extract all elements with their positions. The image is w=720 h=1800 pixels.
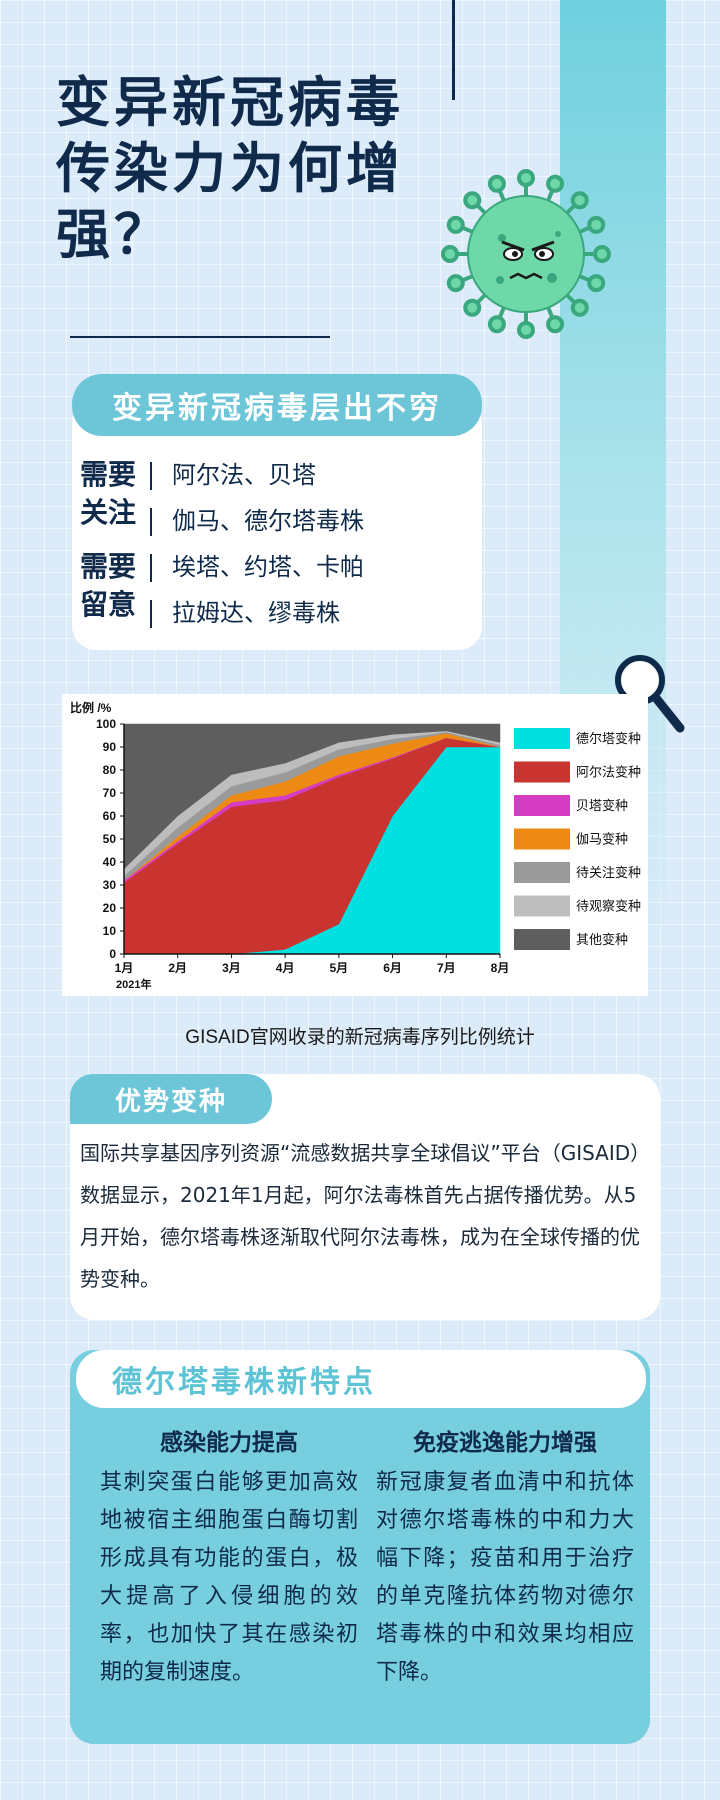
legend-swatch	[514, 761, 570, 783]
x-tick-label: 5月	[330, 961, 349, 975]
dominant-variant-text: 国际共享基因序列资源“流感数据共享全球倡议”平台（GISAID）数据显示，202…	[80, 1141, 641, 1291]
legend-label: 贝塔变种	[576, 798, 628, 813]
feature-immune-escape-title: 免疫逃逸能力增强	[413, 1430, 597, 1456]
feature-immune-escape: 免疫逃逸能力增强 新冠康复者血清中和抗体对德尔塔毒株的中和力大幅下降；疫苗和用于…	[376, 1426, 634, 1692]
feature-infectivity-title: 感染能力提高	[160, 1430, 298, 1456]
x-tick-label: 3月	[222, 961, 241, 975]
decorative-top-line	[452, 0, 455, 100]
dominant-variant-header: 优势变种	[70, 1074, 272, 1124]
chart-card: 0 10 20 30 40 50 60 70 80 90 100 1月 2月 3月 4月 5月 6月 7月 8月 比例…	[62, 694, 648, 996]
legend-label: 待关注变种	[576, 865, 641, 880]
delta-features-header: 德尔塔毒株新特点	[76, 1350, 646, 1408]
group-label-line-2: 留意	[80, 588, 137, 621]
delta-features-card	[70, 1350, 650, 1744]
x-tick-label: 8月	[491, 961, 510, 975]
page-title-line-2: 传染力为何增	[56, 137, 404, 200]
variant-list-item: 拉姆达、缪毒株	[172, 599, 340, 627]
legend-swatch	[514, 862, 570, 883]
legend-swatch	[514, 728, 570, 749]
area-series-6	[123, 723, 501, 870]
y-tick-label: 30	[103, 878, 117, 892]
divider-bar	[150, 554, 152, 582]
y-axis-label: 比例 /%	[70, 700, 112, 715]
year-label: 2021年	[116, 977, 151, 991]
legend-label: 阿尔法变种	[576, 765, 641, 780]
title-underline	[70, 336, 330, 338]
y-tick-label: 60	[103, 809, 117, 823]
y-tick-label: 70	[103, 786, 117, 800]
y-tick-label: 100	[96, 717, 116, 731]
y-tick-label: 10	[103, 924, 117, 938]
group-label: 需要 留意	[80, 548, 146, 624]
variant-list-item: 阿尔法、贝塔	[172, 461, 316, 489]
x-tick-label: 2月	[168, 961, 187, 975]
legend-label: 德尔塔变种	[576, 731, 641, 746]
variant-list-item: 埃塔、约塔、卡帕	[172, 553, 364, 581]
feature-immune-escape-text: 新冠康复者血清中和抗体对德尔塔毒株的中和力大幅下降；疫苗和用于治疗的单克隆抗体药…	[376, 1470, 634, 1685]
variant-share-chart: 0 10 20 30 40 50 60 70 80 90 100 1月 2月 3月 4月 5月 6月 7月 8月 比例…	[70, 700, 641, 991]
y-tick-label: 40	[103, 855, 117, 869]
virus-icon	[441, 169, 611, 339]
legend-swatch	[514, 929, 570, 950]
y-tick-label: 0	[109, 947, 116, 961]
legend-swatch	[514, 895, 570, 917]
divider-bar	[150, 508, 152, 536]
variants-header: 变异新冠病毒层出不穷	[72, 374, 482, 436]
variant-list-item: 伽马、德尔塔毒株	[172, 507, 364, 535]
legend-swatch	[514, 795, 570, 816]
feature-infectivity: 感染能力提高 其刺突蛋白能够更加高效地被宿主细胞蛋白酶切割形成具有功能的蛋白，极…	[100, 1426, 358, 1692]
group-label: 需要 关注	[80, 456, 146, 532]
y-tick-label: 80	[103, 763, 117, 777]
page-title: 变异新冠病毒 传染力为何增 强？	[56, 70, 456, 268]
y-tick-label: 50	[103, 832, 117, 846]
divider-bar	[150, 462, 152, 490]
legend-label: 待观察变种	[576, 899, 641, 914]
group-label-line-2: 关注	[80, 496, 137, 529]
x-tick-label: 6月	[383, 961, 402, 975]
legend-label: 其他变种	[576, 932, 628, 947]
y-tick-label: 20	[103, 901, 117, 915]
x-tick-label: 7月	[437, 961, 456, 975]
x-tick-label: 1月	[115, 961, 134, 975]
y-tick-label: 90	[103, 740, 117, 754]
variants-card	[72, 400, 482, 650]
x-tick-label: 4月	[276, 961, 295, 975]
group-label-line-1: 需要	[80, 458, 137, 491]
divider-bar	[150, 600, 152, 628]
page-title-line-1: 变异新冠病毒	[56, 71, 404, 134]
page-title-line-3: 强？	[56, 203, 172, 266]
group-label-line-1: 需要	[80, 550, 137, 583]
legend-label: 伽马变种	[576, 832, 628, 847]
feature-infectivity-text: 其刺突蛋白能够更加高效地被宿主细胞蛋白酶切割形成具有功能的蛋白，极大提高了入侵细…	[100, 1470, 358, 1685]
legend-swatch	[514, 828, 570, 850]
chart-caption: GISAID官网收录的新冠病毒序列比例统计	[185, 1027, 535, 1048]
